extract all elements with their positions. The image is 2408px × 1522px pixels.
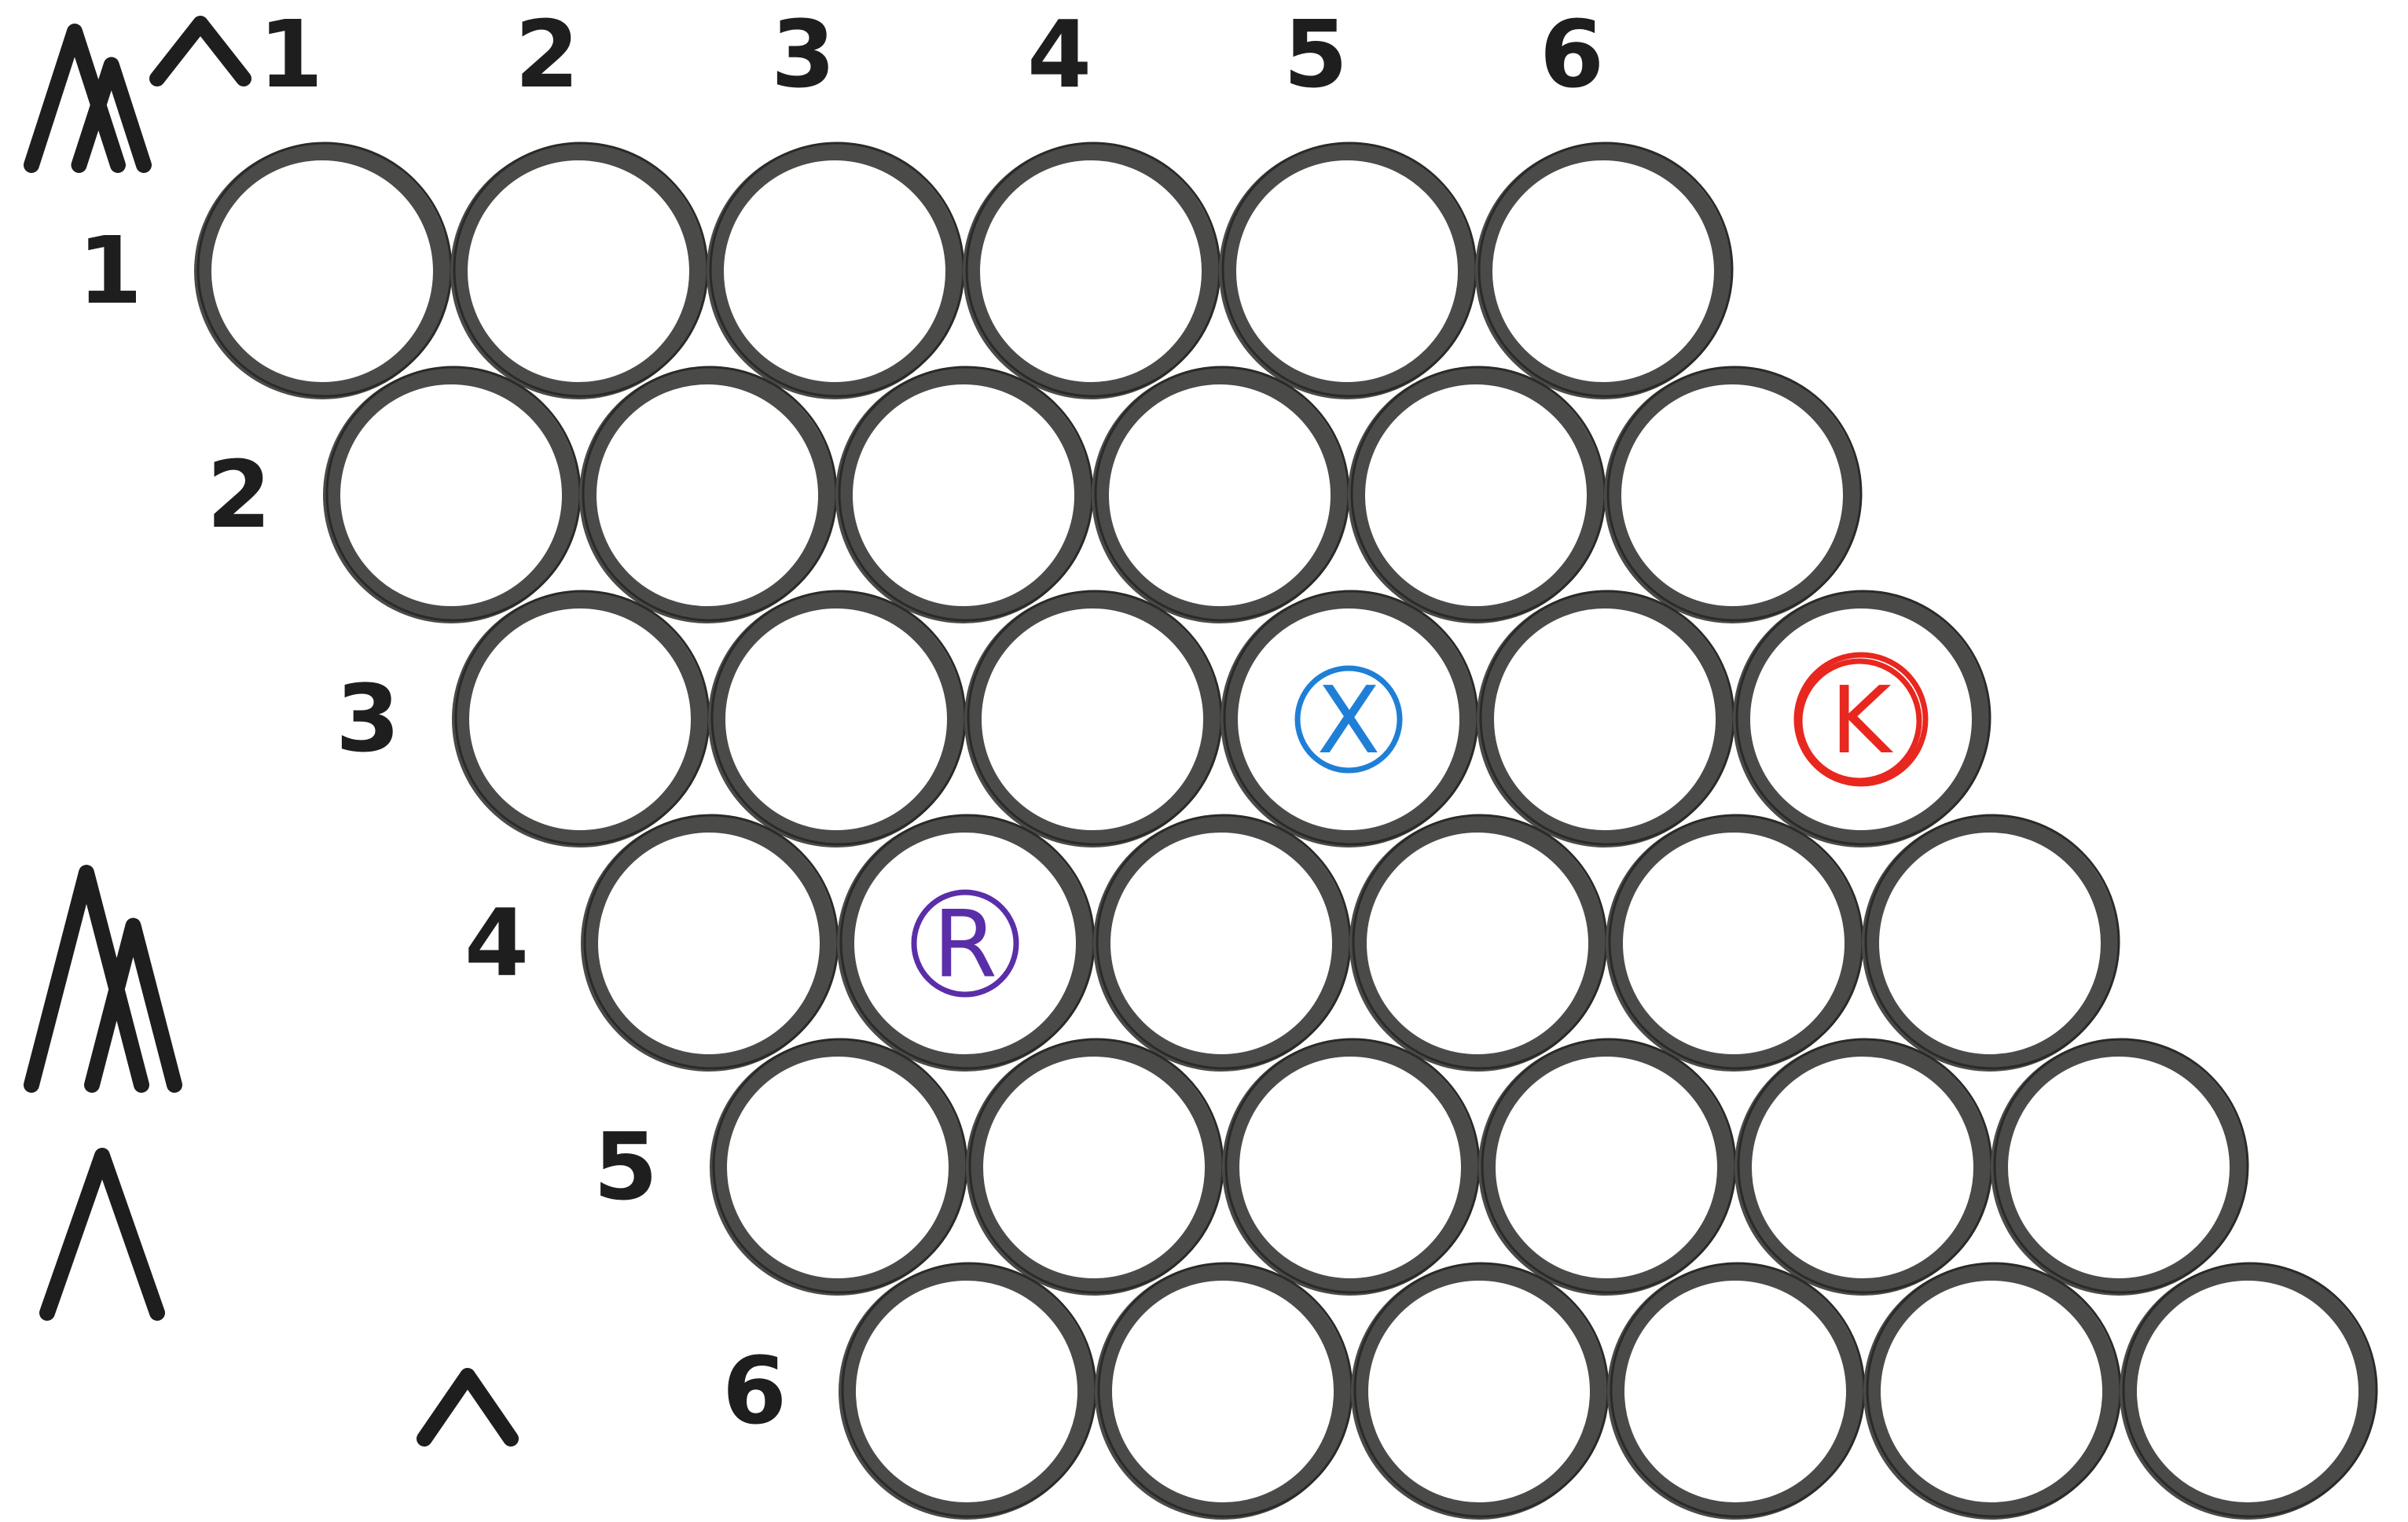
row-label-5: 5 [593, 1112, 658, 1221]
board-cell-r6-c5 [1863, 1263, 2120, 1520]
marker-k-letter: K [1830, 666, 1893, 774]
caret-mark-1 [24, 24, 152, 173]
board-cell-r3-c2 [708, 591, 964, 847]
board-cell-r4-c2 [837, 815, 1093, 1072]
caret-mark-3 [24, 865, 182, 1093]
marker-r-ring [911, 889, 1019, 998]
column-label-5: 5 [1283, 0, 1348, 108]
board-cells [194, 142, 2378, 1520]
caret-mark-2 [149, 16, 251, 86]
caret-stroke-2-1 [149, 16, 251, 86]
board-cell-r6-c1 [839, 1263, 1095, 1520]
board-cell-r4-c6 [1862, 815, 2118, 1072]
column-label-1: 1 [259, 0, 323, 108]
marker-r-letter: R [933, 890, 997, 998]
board-cell-r4-c1 [581, 815, 837, 1072]
row-label-3: 3 [336, 664, 400, 773]
marker-x-letter: X [1317, 666, 1381, 774]
board-cell-r2-c4 [1092, 367, 1348, 623]
caret-annotations [24, 16, 519, 1447]
board-cell-r6-c2 [1095, 1263, 1351, 1520]
board-cell-r1-c1 [194, 143, 450, 399]
board-cell-r4-c3 [1093, 815, 1349, 1072]
board-cell-r5-c3 [1222, 1039, 1478, 1296]
caret-stroke-4-1 [39, 1148, 165, 1321]
board-cell-outline-r3-c6 [1735, 590, 1991, 846]
caret-mark-5 [417, 1368, 519, 1447]
row-label-1: 1 [78, 216, 142, 325]
board-cell-r2-c5 [1348, 367, 1604, 623]
board-cell-r5-c1 [710, 1039, 966, 1296]
board-cell-outline-r2-c6 [1606, 366, 1863, 622]
board-cell-r3-c6 [1733, 591, 1989, 847]
board-cell-r1-c5 [1219, 143, 1475, 399]
caret-stroke-3-1 [24, 865, 149, 1093]
marker-x-ring [1294, 665, 1403, 774]
board-cell-r1-c4 [963, 143, 1219, 399]
board-cell-r2-c2 [579, 367, 835, 623]
board-cell-r3-c1 [452, 591, 708, 847]
column-label-6: 6 [1540, 0, 1604, 108]
board-cell-outline-r5-c6 [1993, 1038, 2249, 1294]
board-cell-r4-c5 [1606, 815, 1862, 1072]
marker-k-ring-inner [1797, 658, 1922, 784]
board-cell-r1-c6 [1475, 143, 1731, 399]
board-cell-r6-c6 [2120, 1263, 2376, 1520]
caret-stroke-1-2 [71, 57, 152, 173]
board-cell-r3-c5 [1477, 591, 1733, 847]
board-cell-r3-c4 [1221, 591, 1477, 847]
column-label-3: 3 [771, 0, 835, 108]
row-label-2: 2 [207, 440, 271, 549]
marker-k-ring [1793, 652, 1929, 787]
board-markers: X K R [911, 652, 1929, 998]
board-cell-outline-r1-c6 [1477, 142, 1734, 398]
column-label-4: 4 [1027, 0, 1092, 108]
board-cell-r5-c5 [1734, 1039, 1991, 1296]
board-cell-r5-c6 [1991, 1039, 2247, 1296]
board-cell-r6-c3 [1351, 1263, 1607, 1520]
board-cell-r6-c4 [1607, 1263, 1863, 1520]
board-cell-r5-c4 [1478, 1039, 1734, 1296]
caret-stroke-5-1 [417, 1368, 519, 1447]
board-cell-r1-c3 [707, 143, 963, 399]
caret-stroke-1-1 [24, 24, 126, 173]
board-cell-r3-c3 [964, 591, 1221, 847]
row-label-6: 6 [722, 1336, 787, 1445]
board-cell-r2-c3 [835, 367, 1092, 623]
caret-stroke-3-2 [84, 917, 182, 1093]
coordinate-labels: 1 2 3 4 5 6 1 2 3 4 5 6 [78, 0, 1604, 1445]
board-cell-r2-c6 [1604, 367, 1860, 623]
board-cell-r5-c2 [966, 1039, 1222, 1296]
row-label-4: 4 [464, 888, 529, 997]
caret-mark-4 [39, 1148, 165, 1321]
column-label-2: 2 [515, 0, 579, 108]
board-cell-r1-c2 [450, 143, 707, 399]
board-cell-r4-c4 [1349, 815, 1606, 1072]
board-cell-outline-r6-c6 [2122, 1262, 2378, 1518]
board-cell-r2-c1 [323, 367, 579, 623]
board-cell-outline-r4-c6 [1864, 814, 2120, 1070]
